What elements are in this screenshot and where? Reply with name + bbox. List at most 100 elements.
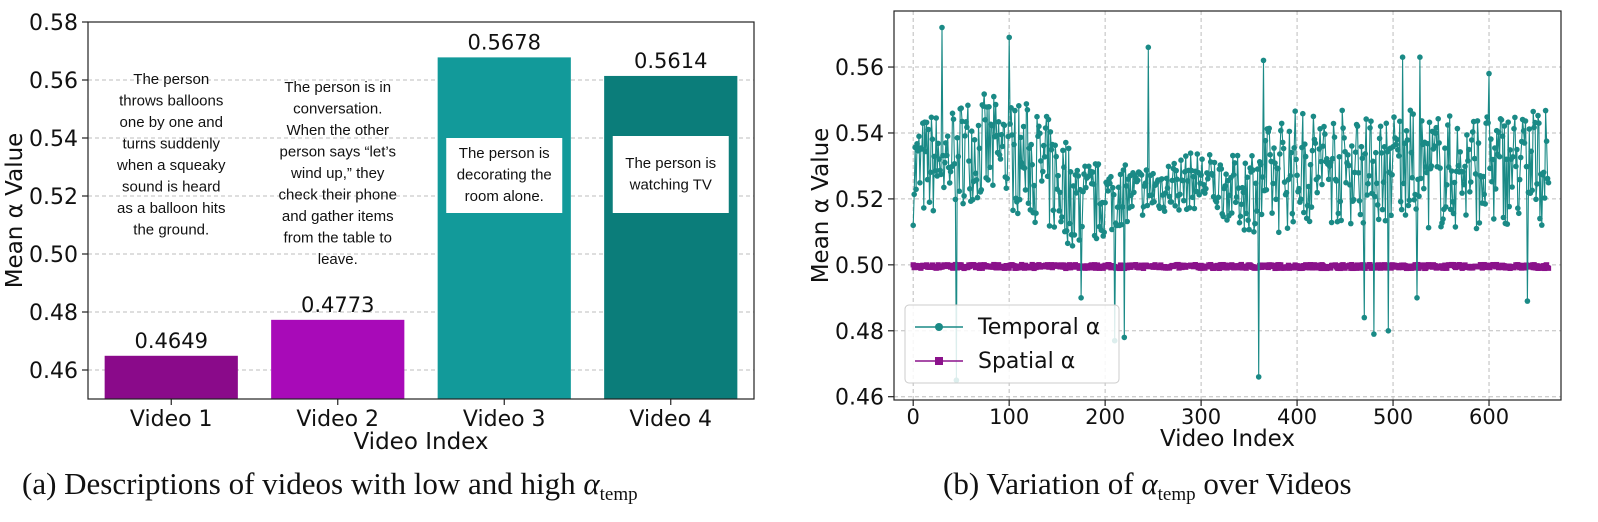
temporal-point (1205, 176, 1211, 182)
temporal-point (1324, 156, 1330, 162)
temporal-point (1307, 161, 1314, 168)
temporal-point (1358, 143, 1365, 150)
temporal-point (1536, 120, 1542, 126)
temporal-point (1074, 167, 1081, 174)
temporal-point (1191, 205, 1198, 212)
temporal-point (1254, 208, 1260, 214)
temporal-point (1045, 116, 1052, 123)
temporal-point (1385, 328, 1392, 334)
temporal-point (1388, 212, 1394, 219)
spatial-point (1116, 265, 1123, 272)
y-axis-label: Mean α Value (2, 133, 28, 289)
temporal-point (1376, 135, 1383, 142)
temporal-point (949, 110, 956, 117)
temporal-point (1363, 116, 1369, 122)
y-tick-label: 0.58 (29, 11, 78, 36)
temporal-point (1065, 145, 1072, 152)
temporal-point (1302, 141, 1308, 147)
temporal-point (942, 159, 948, 166)
temporal-point (1105, 188, 1111, 194)
temporal-point (1229, 210, 1235, 216)
temporal-point (1428, 163, 1435, 169)
temporal-point (1259, 174, 1266, 180)
temporal-point (1165, 163, 1172, 170)
temporal-point (1243, 210, 1249, 217)
temporal-point (1391, 114, 1397, 120)
temporal-point (1063, 228, 1070, 234)
temporal-point (1176, 207, 1182, 213)
temporal-point (1347, 182, 1353, 188)
temporal-point (1356, 198, 1363, 204)
temporal-point (969, 196, 976, 203)
temporal-point (1230, 172, 1237, 178)
temporal-point (1187, 150, 1194, 156)
temporal-point (1177, 191, 1183, 198)
spatial-point (1545, 265, 1552, 271)
temporal-point (1500, 214, 1507, 221)
temporal-point (1300, 110, 1306, 117)
spatial-point (1274, 265, 1280, 271)
temporal-point (1471, 155, 1478, 162)
temporal-point (1181, 197, 1187, 204)
bar-value-label: 0.5614 (634, 49, 707, 73)
temporal-point (1214, 204, 1221, 211)
temporal-point (1404, 137, 1411, 143)
temporal-point (1397, 118, 1403, 125)
temporal-point (1310, 113, 1317, 120)
temporal-point (1293, 156, 1299, 163)
temporal-point (1511, 125, 1517, 132)
temporal-point (1516, 176, 1523, 183)
legend-temporal-marker (935, 323, 943, 331)
temporal-point (1161, 208, 1168, 214)
temporal-point (990, 182, 996, 188)
temporal-point (1393, 141, 1399, 148)
temporal-point (1431, 143, 1438, 149)
spatial-point (979, 265, 985, 271)
annotation-box (612, 136, 729, 213)
annotation-line: person says “let’s (280, 144, 396, 161)
temporal-point (1257, 161, 1264, 168)
temporal-point (1196, 192, 1202, 198)
temporal-point (1171, 160, 1177, 167)
temporal-point (1069, 243, 1076, 249)
temporal-point (1360, 220, 1367, 226)
temporal-point (1151, 199, 1157, 205)
temporal-point (1227, 192, 1233, 199)
temporal-point (1287, 173, 1294, 179)
temporal-point (995, 119, 1002, 125)
temporal-point (1078, 295, 1084, 301)
temporal-point (1283, 189, 1290, 196)
temporal-point (1517, 154, 1524, 161)
temporal-point (1238, 201, 1245, 208)
y-axis-label: Mean α Value (808, 128, 834, 284)
temporal-point (1050, 207, 1057, 214)
temporal-point (1402, 212, 1409, 218)
temporal-point (1173, 167, 1179, 174)
temporal-point (1079, 223, 1085, 230)
temporal-point (955, 153, 962, 160)
annotation-line: watching TV (629, 177, 712, 194)
temporal-point (1382, 217, 1389, 224)
temporal-point (1278, 127, 1284, 134)
temporal-point (1535, 112, 1541, 119)
temporal-point (1520, 128, 1527, 134)
temporal-point (1445, 164, 1452, 170)
figure: 0.46 0.48 0.50 0.52 0.54 0.56 0.58 0.4649 Video … (2, 10, 1562, 455)
temporal-point (1505, 119, 1511, 125)
annotation-line: throws balloons (119, 93, 223, 110)
temporal-point (1361, 314, 1368, 321)
temporal-point (1040, 142, 1047, 149)
temporal-point (1145, 44, 1152, 51)
temporal-point (931, 153, 938, 160)
spatial-point (1349, 261, 1355, 268)
temporal-point (1491, 216, 1497, 222)
temporal-point (922, 148, 929, 155)
temporal-point (982, 117, 988, 123)
annotation-line: The person is (459, 145, 550, 162)
line-chart: 0.46 0.48 0.50 0.52 0.54 0.56 0 100 200 300 400 500… (808, 10, 1562, 452)
x-tick-label: Video 2 (296, 407, 379, 432)
x-axis-label: Video Index (1160, 426, 1295, 452)
temporal-point (1117, 171, 1124, 178)
temporal-point (1004, 175, 1010, 182)
temporal-point (1114, 204, 1121, 210)
